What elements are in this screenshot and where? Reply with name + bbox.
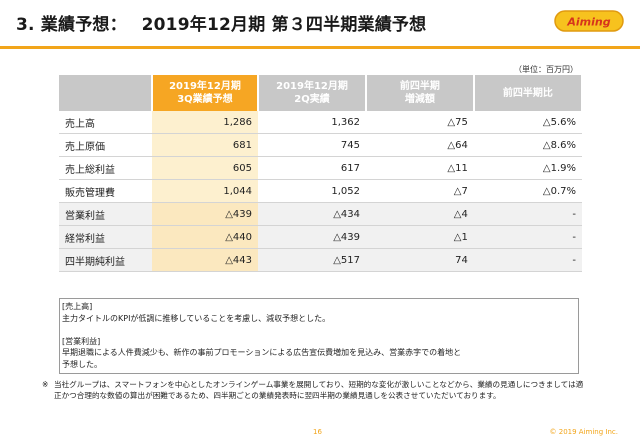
- row-label: 販売管理費: [59, 179, 152, 203]
- aiming-logo: Aiming: [554, 10, 624, 32]
- logo-text: Aiming: [566, 16, 610, 29]
- ratio-cell: △5.6%: [473, 111, 582, 134]
- footnote-mark: ※: [42, 380, 49, 389]
- actual-cell: △439: [258, 225, 367, 249]
- row-label: 四半期純利益: [59, 248, 152, 272]
- header-forecast: 2019年12月期 3Q業績予想: [151, 75, 260, 111]
- table-row: 四半期純利益 △443 △517 74-: [59, 248, 582, 272]
- actual-cell: △434: [258, 202, 367, 226]
- table-row: 経常利益 △440 △439 △1-: [59, 225, 582, 249]
- table-header-row: 2019年12月期 3Q業績予想 2019年12月期 2Q実績 前四半期 増減額 前四…: [59, 75, 584, 111]
- table-row: 売上原価 681 745 △64 △8.6%: [59, 133, 582, 157]
- row-label: 営業利益: [59, 202, 152, 226]
- footnote-text: 当社グループは、スマートフォンを中心としたオンラインゲーム事業を展開しており、短…: [54, 380, 584, 400]
- diff-cell: △1: [366, 225, 474, 249]
- forecast-cell: 1,286: [151, 111, 258, 134]
- forecast-cell: 605: [151, 156, 258, 180]
- actual-cell: 617: [258, 156, 367, 180]
- table-row: 売上高 1,286 1,362 △75 △5.6%: [59, 111, 582, 134]
- row-label: 売上総利益: [59, 156, 152, 180]
- ratio-cell: -: [473, 202, 582, 226]
- unit-note: （単位：百万円）: [514, 65, 578, 74]
- diff-cell: △75: [366, 111, 474, 134]
- diff-cell: 74: [366, 248, 474, 272]
- note-line: [営業利益]: [62, 336, 101, 346]
- actual-cell: △517: [258, 248, 367, 272]
- ratio-cell: △0.7%: [473, 179, 582, 203]
- note-line: 早期退職による人件費減少も、新作の事前プロモーションによる広告宣伝費増加を見込み…: [62, 348, 462, 357]
- copyright: © 2019 Aiming Inc.: [549, 428, 618, 436]
- note-line: [売上高]: [62, 302, 93, 311]
- actual-cell: 1,362: [258, 111, 367, 134]
- table-row: 営業利益 △439 △434 △4-: [59, 202, 582, 226]
- page-header: 3. 業績予想： 2019年12月期 第３四半期業績予想 Aiming: [0, 0, 640, 46]
- header-actual: 2019年12月期 2Q実績: [258, 75, 368, 111]
- note-line: 予想した。: [62, 359, 102, 369]
- header-blank: [59, 75, 153, 111]
- header-ratio: 前四半期比: [473, 75, 584, 111]
- forecast-cell: △440: [151, 225, 258, 249]
- row-label: 売上高: [59, 111, 152, 134]
- page-number: 16: [313, 428, 322, 436]
- ratio-cell: △1.9%: [473, 156, 582, 180]
- diff-cell: △7: [366, 179, 474, 203]
- note-line: 主力タイトルのKPIが低調に推移していることを考慮し、減収予想とした。: [62, 313, 331, 323]
- ratio-cell: -: [473, 248, 582, 272]
- actual-cell: 745: [258, 133, 367, 157]
- diff-cell: △64: [366, 133, 474, 157]
- row-label: 売上原価: [59, 133, 152, 157]
- forecast-cell: △443: [151, 248, 258, 272]
- diff-cell: △11: [366, 156, 474, 180]
- header-rule: [0, 46, 640, 49]
- header-diff: 前四半期 増減額: [366, 75, 475, 111]
- forecast-cell: △439: [151, 202, 258, 226]
- row-label: 経常利益: [59, 225, 152, 249]
- footnote: ※ 当社グループは、スマートフォンを中心としたオンラインゲーム事業を展開しており…: [42, 380, 590, 401]
- notes-box: [売上高] 主力タイトルのKPIが低調に推移していることを考慮し、減収予想とした。…: [59, 298, 579, 374]
- actual-cell: 1,052: [258, 179, 367, 203]
- ratio-cell: △8.6%: [473, 133, 582, 157]
- forecast-cell: 681: [151, 133, 258, 157]
- table-row: 売上総利益 605 617 △11 △1.9%: [59, 156, 582, 180]
- page-title: 3. 業績予想： 2019年12月期 第３四半期業績予想: [16, 15, 427, 35]
- table-row: 販売管理費 1,044 1,052 △7 △0.7%: [59, 179, 582, 203]
- forecast-cell: 1,044: [151, 179, 258, 203]
- note-line: [62, 324, 576, 336]
- ratio-cell: -: [473, 225, 582, 249]
- forecast-table: 2019年12月期 3Q業績予想 2019年12月期 2Q実績 前四半期 増減額 前四…: [59, 75, 584, 272]
- diff-cell: △4: [366, 202, 474, 226]
